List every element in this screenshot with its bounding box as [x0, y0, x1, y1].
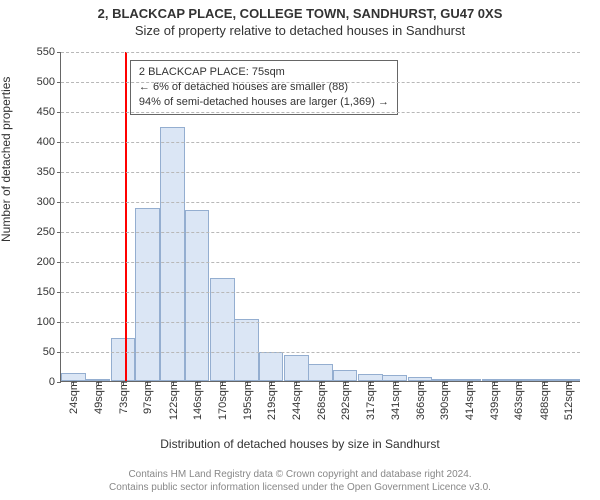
gridline — [61, 172, 580, 173]
page-title-line1: 2, BLACKCAP PLACE, COLLEGE TOWN, SANDHUR… — [0, 0, 600, 21]
x-tick-label: 366sqm — [413, 381, 427, 420]
y-tick-label: 500 — [25, 76, 61, 88]
y-tick-label: 0 — [25, 376, 61, 388]
histogram-bar — [111, 338, 136, 381]
histogram-bar — [185, 210, 210, 381]
gridline — [61, 322, 580, 323]
x-axis-label: Distribution of detached houses by size … — [0, 437, 600, 451]
x-tick-label: 97sqm — [140, 381, 154, 414]
histogram-bar — [210, 278, 235, 381]
x-tick-label: 292sqm — [338, 381, 352, 420]
y-tick-label: 550 — [25, 46, 61, 58]
y-tick-label: 300 — [25, 196, 61, 208]
x-tick-label: 170sqm — [215, 381, 229, 420]
gridline — [61, 292, 580, 293]
annotation-box: 2 BLACKCAP PLACE: 75sqm← 6% of detached … — [130, 60, 398, 115]
x-tick-label: 463sqm — [511, 381, 525, 420]
histogram-bar — [135, 208, 160, 381]
annotation-line: 2 BLACKCAP PLACE: 75sqm — [139, 65, 389, 80]
x-tick-label: 122sqm — [166, 381, 180, 420]
gridline — [61, 82, 580, 83]
gridline — [61, 352, 580, 353]
x-tick-label: 219sqm — [264, 381, 278, 420]
x-tick-label: 512sqm — [561, 381, 575, 420]
gridline — [61, 112, 580, 113]
chart-container: Number of detached properties 2 BLACKCAP… — [0, 42, 600, 442]
histogram-bar — [308, 364, 333, 381]
x-tick-label: 341sqm — [388, 381, 402, 420]
histogram-bar — [333, 370, 358, 381]
footer-line1: Contains HM Land Registry data © Crown c… — [0, 468, 600, 481]
x-tick-label: 195sqm — [240, 381, 254, 420]
histogram-bar — [284, 355, 309, 381]
histogram-bar — [259, 352, 284, 381]
y-tick-mark — [57, 202, 61, 203]
gridline — [61, 142, 580, 143]
plot-area: 2 BLACKCAP PLACE: 75sqm← 6% of detached … — [60, 52, 580, 382]
histogram-bar — [234, 319, 259, 381]
y-tick-label: 250 — [25, 226, 61, 238]
y-tick-label: 150 — [25, 286, 61, 298]
annotation-line: 94% of semi-detached houses are larger (… — [139, 95, 389, 110]
y-tick-label: 350 — [25, 166, 61, 178]
y-tick-mark — [57, 112, 61, 113]
footer-line2: Contains public sector information licen… — [0, 481, 600, 494]
property-marker-line — [125, 52, 127, 381]
x-tick-label: 49sqm — [91, 381, 105, 414]
x-tick-label: 268sqm — [314, 381, 328, 420]
y-tick-label: 50 — [25, 346, 61, 358]
y-tick-mark — [57, 292, 61, 293]
x-tick-label: 390sqm — [437, 381, 451, 420]
x-tick-label: 24sqm — [66, 381, 80, 414]
y-tick-mark — [57, 142, 61, 143]
y-tick-mark — [57, 172, 61, 173]
y-tick-mark — [57, 322, 61, 323]
y-tick-mark — [57, 82, 61, 83]
x-tick-label: 244sqm — [289, 381, 303, 420]
x-tick-label: 488sqm — [537, 381, 551, 420]
x-tick-label: 73sqm — [116, 381, 130, 414]
histogram-bar — [61, 373, 86, 381]
y-tick-mark — [57, 352, 61, 353]
x-tick-label: 317sqm — [363, 381, 377, 420]
y-tick-label: 400 — [25, 136, 61, 148]
x-tick-label: 146sqm — [190, 381, 204, 420]
gridline — [61, 202, 580, 203]
page-title-line2: Size of property relative to detached ho… — [0, 21, 600, 42]
x-tick-label: 439sqm — [487, 381, 501, 420]
gridline — [61, 52, 580, 53]
x-tick-label: 414sqm — [462, 381, 476, 420]
y-tick-label: 100 — [25, 316, 61, 328]
footer-attribution: Contains HM Land Registry data © Crown c… — [0, 468, 600, 494]
gridline — [61, 232, 580, 233]
y-tick-mark — [57, 382, 61, 383]
y-tick-mark — [57, 232, 61, 233]
y-tick-label: 200 — [25, 256, 61, 268]
gridline — [61, 262, 580, 263]
y-tick-mark — [57, 52, 61, 53]
y-axis-label: Number of detached properties — [0, 77, 13, 242]
histogram-bar — [160, 127, 185, 381]
y-tick-label: 450 — [25, 106, 61, 118]
histogram-bar — [358, 374, 383, 381]
y-tick-mark — [57, 262, 61, 263]
